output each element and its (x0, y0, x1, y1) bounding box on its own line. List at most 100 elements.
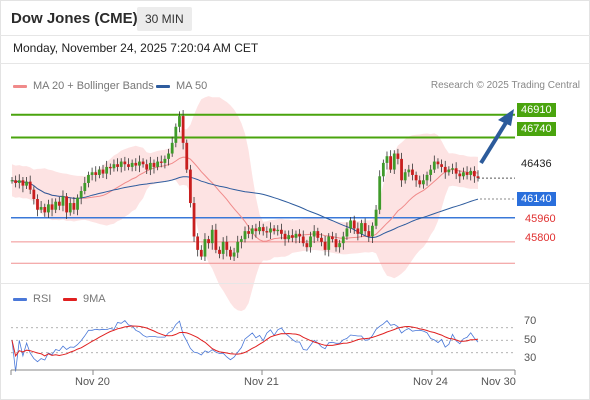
candle-body (352, 220, 356, 229)
candle-body (363, 223, 367, 232)
bollinger-band (12, 96, 478, 312)
x-label-nov-30: Nov 30 (481, 376, 516, 388)
x-label-nov-20: Nov 20 (75, 376, 110, 388)
candle-body (145, 164, 149, 170)
ma20-line (11, 156, 479, 242)
candle-body (432, 161, 436, 170)
candle-body (338, 243, 342, 248)
legend-rsi: RSI (13, 293, 51, 305)
candle-body (21, 180, 25, 186)
candle-body (436, 161, 440, 165)
candle-body (396, 153, 400, 159)
legend-ma20: MA 20 + Bollinger Bands (13, 80, 154, 92)
candle-body (57, 201, 61, 206)
candle-body (138, 161, 141, 166)
candle-body (472, 170, 476, 177)
candle-body (83, 182, 87, 191)
candle-body (123, 161, 127, 165)
candle-body (276, 229, 280, 232)
candle-body (294, 233, 298, 238)
candle-body (469, 170, 473, 175)
candle-body (381, 162, 385, 177)
candle-body (221, 241, 225, 254)
candle-body (407, 169, 411, 173)
candle-body (25, 181, 28, 186)
legend-9ma-label: 9MA (83, 293, 106, 305)
candle-body (10, 180, 14, 182)
candle-body (312, 231, 316, 237)
candle-body (462, 172, 465, 177)
candle-body (400, 158, 403, 181)
timestamp: Monday, November 24, 2025 7:20:04 AM CET (13, 41, 259, 55)
candle-body (188, 169, 192, 204)
candle-body (47, 204, 50, 213)
header-bar: Dow Jones (CME) 30 MIN (0, 0, 590, 36)
candle-body (167, 153, 170, 159)
candle-body (425, 174, 429, 181)
candle-body (316, 231, 320, 238)
rsi-9ma-line (11, 325, 479, 358)
candle-body (232, 252, 236, 257)
price-tag-45800: 45800 (525, 232, 556, 244)
candle-body (68, 203, 72, 213)
candle-body (247, 231, 251, 234)
candle-body (261, 227, 265, 232)
price-tag-last: 46436 (517, 157, 556, 171)
candle-body (101, 169, 105, 174)
candle-body (414, 174, 418, 181)
legend-rsi-label: RSI (33, 293, 52, 305)
candle-body (181, 116, 185, 143)
legend-ma50-swatch (156, 84, 170, 88)
candle-body (199, 249, 203, 257)
candle-body (330, 236, 334, 240)
x-label-nov-24: Nov 24 (413, 376, 448, 388)
x-label-nov-21: Nov 21 (244, 376, 279, 388)
candle-body (116, 164, 119, 167)
candle-body (389, 156, 393, 170)
candle-body (349, 220, 352, 229)
timeframe-badge[interactable]: 30 MIN (137, 7, 192, 31)
candle-body (345, 228, 349, 237)
candle-body (65, 196, 69, 213)
candle-body (239, 239, 243, 242)
candle-body (112, 164, 116, 169)
candle-body (178, 116, 181, 127)
candle-body (429, 169, 433, 175)
instrument-title: Dow Jones (CME) (11, 10, 138, 27)
rsi-tick-30: 30 (524, 352, 537, 364)
candle-body (385, 156, 389, 163)
candle-body (243, 231, 247, 240)
candle-body (258, 227, 261, 232)
candle-body (163, 158, 167, 163)
candle-body (185, 142, 189, 170)
candle-body (214, 229, 218, 250)
candle-body (411, 169, 414, 175)
candle-body (371, 225, 374, 237)
forecast-arrow (479, 119, 509, 165)
candle-body (367, 231, 371, 237)
candle-body (134, 162, 138, 166)
candle-body (108, 166, 112, 169)
rsi-tick-50: 50 (524, 334, 537, 346)
candle-body (334, 239, 338, 248)
candle-body (301, 236, 305, 244)
candle-body (254, 228, 258, 232)
candle-body (418, 180, 422, 185)
candle-body (87, 174, 90, 183)
candle-body (17, 180, 21, 183)
candle-body (250, 228, 254, 234)
forecast-arrowhead (498, 109, 514, 126)
candle-body (236, 241, 240, 253)
candle-body (43, 207, 47, 213)
candle-body (465, 172, 469, 175)
rsi-tick-70: 70 (524, 315, 537, 327)
candle-body (39, 207, 43, 210)
candle-body (94, 172, 98, 175)
legend-rsi-swatch (13, 297, 27, 301)
candle-body (105, 166, 109, 174)
candle-body (148, 162, 152, 170)
candle-body (403, 172, 407, 181)
candle-body (327, 236, 331, 250)
candle-body (170, 142, 174, 154)
